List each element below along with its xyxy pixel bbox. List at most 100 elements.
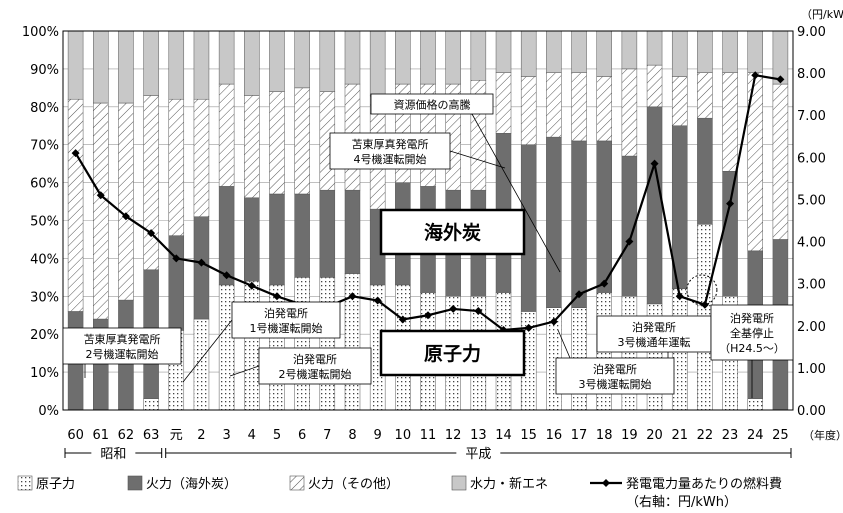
bar-seg-2-23 bbox=[646, 64, 663, 108]
bar-seg-3-8 bbox=[269, 30, 285, 92]
plot-frame bbox=[62, 30, 794, 411]
bar-seg-3-18 bbox=[520, 30, 537, 77]
legend-swatch-2 bbox=[289, 475, 305, 491]
annotation-7-line-2: （H24.5～） bbox=[719, 342, 785, 355]
bar-seg-1-5 bbox=[193, 216, 210, 320]
big-label-0: 海外炭 bbox=[424, 221, 481, 244]
bar-seg-3-13 bbox=[395, 30, 411, 85]
annotation-1-line-0: 苫東厚真発電所 bbox=[352, 137, 429, 151]
y-left-tick-7: 70% bbox=[30, 139, 59, 154]
bar-seg-2-18 bbox=[520, 76, 537, 145]
bar-seg-3-6 bbox=[218, 30, 235, 85]
x-tick-28: 25 bbox=[772, 428, 789, 443]
y-right-unit: （円/kWh） bbox=[801, 8, 843, 21]
bar-seg-1-8 bbox=[269, 193, 285, 286]
bar-seg-3-16 bbox=[470, 30, 487, 81]
fuel-cost-point-15 bbox=[449, 304, 458, 313]
annotation-3-line-1: 1号機運転開始 bbox=[250, 321, 323, 335]
y-right-tick-2: 2.00 bbox=[797, 320, 826, 335]
annotation-4-line-0: 泊発電所 bbox=[293, 352, 337, 366]
x-tick-21: 18 bbox=[596, 428, 613, 443]
bar-seg-1-11 bbox=[344, 189, 361, 274]
bar-seg-2-17 bbox=[495, 72, 512, 134]
plot-border bbox=[62, 30, 794, 411]
y-left-tick-10: 100% bbox=[22, 25, 59, 40]
x-unit: （年度） bbox=[803, 428, 843, 442]
x-tick-25: 22 bbox=[697, 428, 714, 443]
y-left-tick-0: 0% bbox=[38, 404, 59, 419]
bar-seg-3-1 bbox=[93, 30, 109, 104]
bar-seg-3-0 bbox=[67, 30, 84, 100]
annotation-box-5 bbox=[596, 315, 712, 353]
annotation-6-line-1: 3号機運転開始 bbox=[579, 377, 652, 391]
x-tick-12: 9 bbox=[374, 428, 382, 443]
big-label-box-1 bbox=[379, 329, 526, 377]
fuel-cost-point-6 bbox=[222, 271, 231, 280]
bar-seg-2-21 bbox=[596, 76, 612, 142]
bar-seg-3-2 bbox=[118, 30, 134, 104]
bar-seg-2-8 bbox=[269, 91, 285, 195]
bar-seg-0-5 bbox=[193, 318, 210, 411]
bar-seg-2-19 bbox=[546, 72, 562, 138]
x-tick-5: 2 bbox=[197, 428, 205, 443]
bar-seg-2-28 bbox=[772, 83, 789, 240]
bar-seg-2-20 bbox=[571, 72, 587, 142]
bar-seg-3-10 bbox=[319, 30, 336, 92]
x-tick-1: 61 bbox=[92, 428, 109, 443]
bar-seg-3-15 bbox=[445, 30, 461, 85]
bar-seg-2-26 bbox=[722, 72, 738, 172]
x-tick-15: 12 bbox=[445, 428, 462, 443]
fuel-cost-point-3 bbox=[147, 229, 156, 238]
y-left-tick-8: 80% bbox=[30, 101, 59, 116]
bar-seg-3-20 bbox=[571, 30, 587, 73]
x-tick-10: 7 bbox=[323, 428, 331, 443]
x-tick-19: 16 bbox=[546, 428, 563, 443]
bar-seg-3-25 bbox=[697, 30, 713, 73]
y-right-tick-5: 5.00 bbox=[797, 193, 826, 208]
big-label-box-0 bbox=[379, 208, 526, 256]
x-tick-3: 63 bbox=[143, 428, 160, 443]
legend-swatch-3 bbox=[451, 475, 467, 491]
bar-seg-0-9 bbox=[294, 277, 310, 411]
x-tick-14: 11 bbox=[420, 428, 437, 443]
y-left-tick-1: 10% bbox=[30, 366, 59, 381]
bar-seg-1-6 bbox=[218, 186, 235, 286]
annotation-5-line-1: 3号機通年運転 bbox=[618, 335, 691, 349]
annotation-box-3 bbox=[231, 301, 341, 339]
y-right-tick-4: 4.00 bbox=[797, 236, 826, 251]
x-tick-4: 元 bbox=[170, 428, 183, 443]
x-tick-7: 4 bbox=[248, 428, 256, 443]
bar-seg-1-7 bbox=[244, 197, 260, 282]
x-tick-2: 62 bbox=[118, 428, 135, 443]
annotation-leader-3 bbox=[182, 319, 233, 383]
bar-seg-3-14 bbox=[420, 30, 436, 85]
era-label-1: 平成 bbox=[465, 447, 491, 462]
annotation-box-6 bbox=[555, 357, 675, 395]
bar-seg-1-21 bbox=[596, 140, 612, 293]
y-right-tick-1: 1.00 bbox=[797, 362, 826, 377]
x-tick-22: 19 bbox=[621, 428, 638, 443]
bar-seg-0-3 bbox=[143, 398, 159, 411]
bar-seg-2-7 bbox=[244, 95, 260, 199]
bar-seg-0-10 bbox=[319, 277, 336, 411]
bar-seg-2-25 bbox=[697, 72, 713, 119]
bar-seg-2-9 bbox=[294, 87, 310, 195]
x-tick-23: 20 bbox=[646, 428, 663, 443]
bar-seg-2-24 bbox=[671, 76, 688, 127]
bar-seg-3-4 bbox=[168, 30, 185, 100]
fuel-cost-point-16 bbox=[474, 307, 483, 316]
x-tick-11: 8 bbox=[348, 428, 356, 443]
legend-label-2: 火力（その他） bbox=[308, 477, 399, 492]
bar-seg-1-10 bbox=[319, 189, 336, 278]
annotation-3-line-0: 泊発電所 bbox=[264, 306, 308, 320]
legend-label-1: 火力（海外炭） bbox=[146, 477, 237, 492]
bar-seg-3-19 bbox=[546, 30, 562, 73]
annotation-leader-1 bbox=[449, 150, 506, 169]
bar-seg-3-22 bbox=[621, 30, 638, 70]
bar-seg-2-2 bbox=[118, 102, 134, 301]
annotation-leader-6 bbox=[557, 329, 571, 359]
x-tick-0: 60 bbox=[67, 428, 84, 443]
big-label-1: 原子力 bbox=[424, 342, 481, 365]
x-tick-13: 10 bbox=[395, 428, 412, 443]
legend-label-3: 水力・新エネ bbox=[470, 476, 548, 492]
